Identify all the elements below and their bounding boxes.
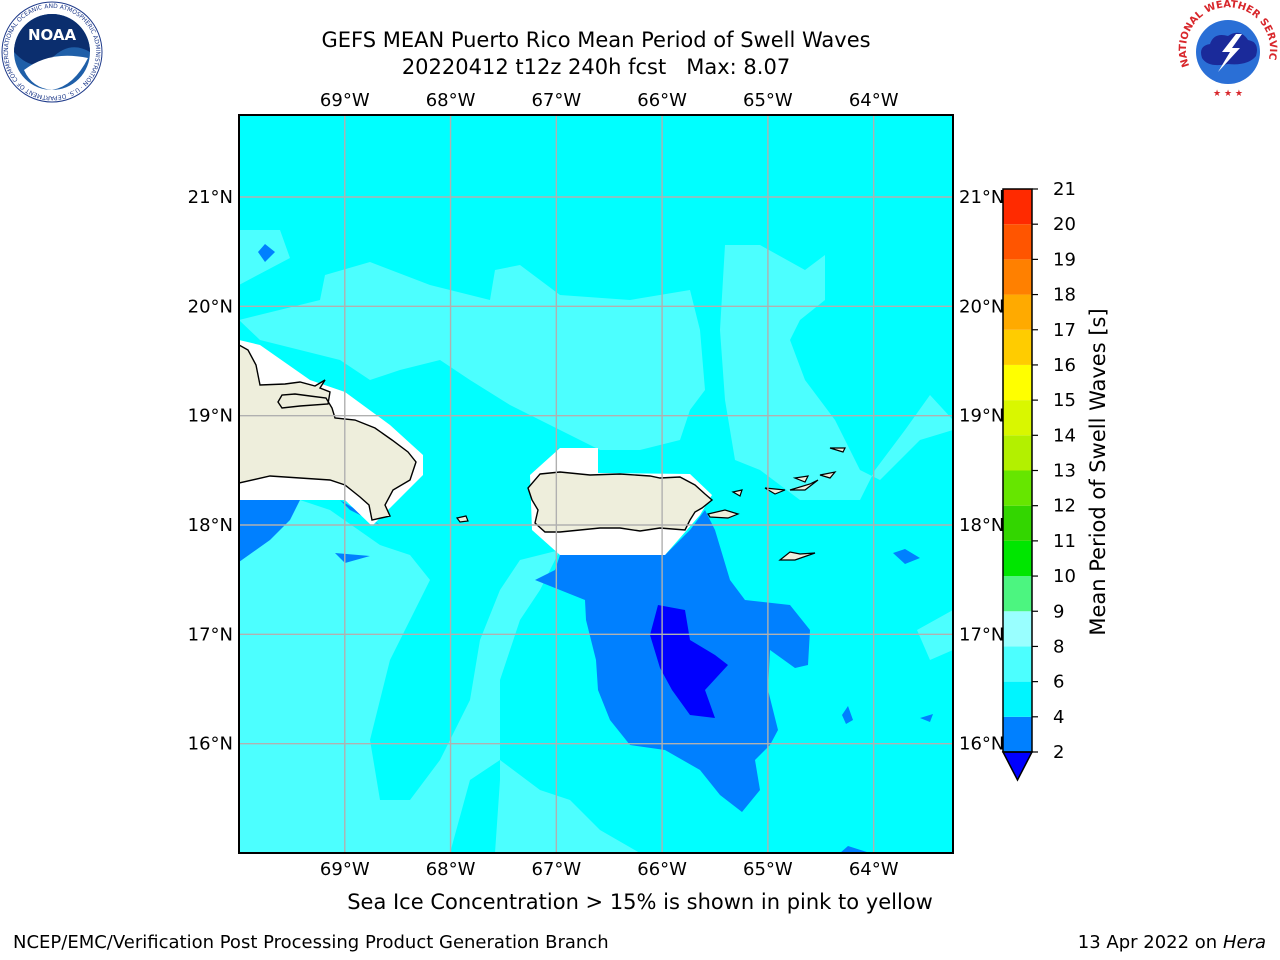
footer-date-text: 13 Apr 2022 on: [1077, 932, 1218, 953]
graticule: [239, 115, 953, 853]
colorbar-segment: [1003, 646, 1032, 682]
lat-label-left: 19°N: [188, 406, 233, 427]
chart-subtitle: 20220412 t12z 240h fcst Max: 8.07: [0, 54, 1192, 80]
colorbar-segment: [1003, 294, 1032, 330]
colorbar-label: Mean Period of Swell Waves [s]: [1086, 308, 1110, 635]
colorbar-tick-label: 20: [1053, 214, 1076, 235]
lon-label-top: 69°W: [320, 90, 370, 111]
st-croix: [778, 551, 816, 561]
colorbar-segment: [1003, 259, 1032, 295]
colorbar-segment: [1003, 189, 1032, 225]
mona-island: [455, 515, 469, 523]
lon-label-top: 64°W: [849, 90, 899, 111]
swell-band-2-4: [239, 244, 933, 853]
colorbar-tick-label: 18: [1053, 285, 1076, 306]
lon-label-bottom: 65°W: [743, 859, 793, 880]
lon-label-bottom: 67°W: [531, 859, 581, 880]
lat-label-right: 17°N: [959, 624, 1004, 645]
colorbar-segment: [1003, 540, 1032, 577]
colorbar-segment: [1003, 681, 1032, 717]
colorbar-tick-label: 11: [1053, 531, 1076, 552]
noaa-logo-text: NOAA: [28, 26, 77, 44]
colorbar-segment: [1003, 470, 1032, 506]
lat-label-right: 20°N: [959, 296, 1004, 317]
colorbar-tick-label: 6: [1053, 672, 1064, 693]
lat-label-right: 18°N: [959, 515, 1004, 536]
footer-host: Hera: [1222, 932, 1266, 953]
lat-label-left: 16°N: [188, 734, 233, 755]
colorbar-tick-label: 19: [1053, 249, 1076, 270]
culebra-vieques: [707, 509, 740, 519]
colorbar-segment: [1003, 364, 1032, 401]
colorbar-segment: [1003, 224, 1032, 260]
chart-title: GEFS MEAN Puerto Rico Mean Period of Swe…: [321, 28, 871, 52]
colorbar-tick-label: 14: [1053, 425, 1076, 446]
map-frame: [238, 114, 954, 854]
footer-branch: NCEP/EMC/Verification Post Processing Pr…: [13, 932, 609, 953]
axis-labels: 69°W 69°W 68°W 68°W 67°W 67°W 66°W 66°W 65°W 65°W…: [188, 90, 1005, 880]
puerto-rico-land: [527, 471, 714, 533]
lon-label-bottom: 68°W: [426, 859, 476, 880]
colorbar-tick-label: 2: [1053, 742, 1064, 763]
colorbar-tick-label: 16: [1053, 355, 1076, 376]
colorbar-tick-label: 13: [1053, 461, 1076, 482]
max-value: Max: 8.07: [686, 55, 791, 79]
colorbar-tick-label: 15: [1053, 390, 1076, 411]
svg-text:★ ★ ★: ★ ★ ★: [1213, 89, 1243, 99]
colorbar-tick-label: 4: [1053, 707, 1064, 728]
colorbar-tick-label: 12: [1053, 496, 1076, 517]
lat-label-right: 16°N: [959, 734, 1004, 755]
lat-label-left: 17°N: [188, 624, 233, 645]
colorbar-segment: [1003, 400, 1032, 436]
colorbar-segment: [1003, 611, 1032, 647]
colorbar-segment: [1003, 576, 1032, 612]
nws-logo: NATIONAL WEATHER SERVICE ★ ★ ★: [1176, 0, 1278, 102]
lat-label-left: 21°N: [188, 187, 233, 208]
lon-label-top: 65°W: [743, 90, 793, 111]
footer-date: 13 Apr 2022 on Hera: [1078, 932, 1266, 953]
noaa-logo: NATIONAL OCEANIC AND ATMOSPHERIC ADMINIS…: [0, 0, 103, 103]
colorbar-segment: [1003, 716, 1032, 752]
colorbar-tick-label: 8: [1053, 636, 1064, 657]
lon-label-bottom: 66°W: [637, 859, 687, 880]
lat-label-left: 18°N: [188, 515, 233, 536]
lat-label-left: 20°N: [188, 296, 233, 317]
swell-band-below-2: [650, 605, 728, 718]
lat-label-right: 21°N: [959, 187, 1004, 208]
virgin-islands: [731, 447, 846, 497]
lon-label-top: 67°W: [531, 90, 581, 111]
lon-label-top: 66°W: [637, 90, 687, 111]
hispaniola-land: [239, 344, 417, 521]
colorbar-tick-label: 9: [1053, 601, 1064, 622]
map-area: [239, 115, 953, 853]
colorbar-segment: [1003, 505, 1032, 541]
lat-label-right: 19°N: [959, 406, 1004, 427]
swell-band-6-8: [239, 115, 953, 853]
forecast-run: 20220412 t12z 240h fcst: [401, 55, 667, 79]
colorbar-segment: [1003, 329, 1032, 365]
lon-label-bottom: 69°W: [320, 859, 370, 880]
colorbar-tick-label: 10: [1053, 566, 1076, 587]
lon-label-bottom: 64°W: [849, 859, 899, 880]
colorbar-extend-min: [1001, 751, 1034, 782]
colorbar-tick-label: 21: [1053, 179, 1076, 200]
colorbar-tick-label: 17: [1053, 320, 1076, 341]
colorbar-segment: [1003, 435, 1032, 471]
colorbar: 2 4 6 8 9 10 11 12 13 14 15 16 17 18 19 20 21: [1001, 179, 1076, 782]
lon-label-top: 68°W: [426, 90, 476, 111]
sea-ice-caption: Sea Ice Concentration > 15% is shown in …: [347, 890, 933, 914]
